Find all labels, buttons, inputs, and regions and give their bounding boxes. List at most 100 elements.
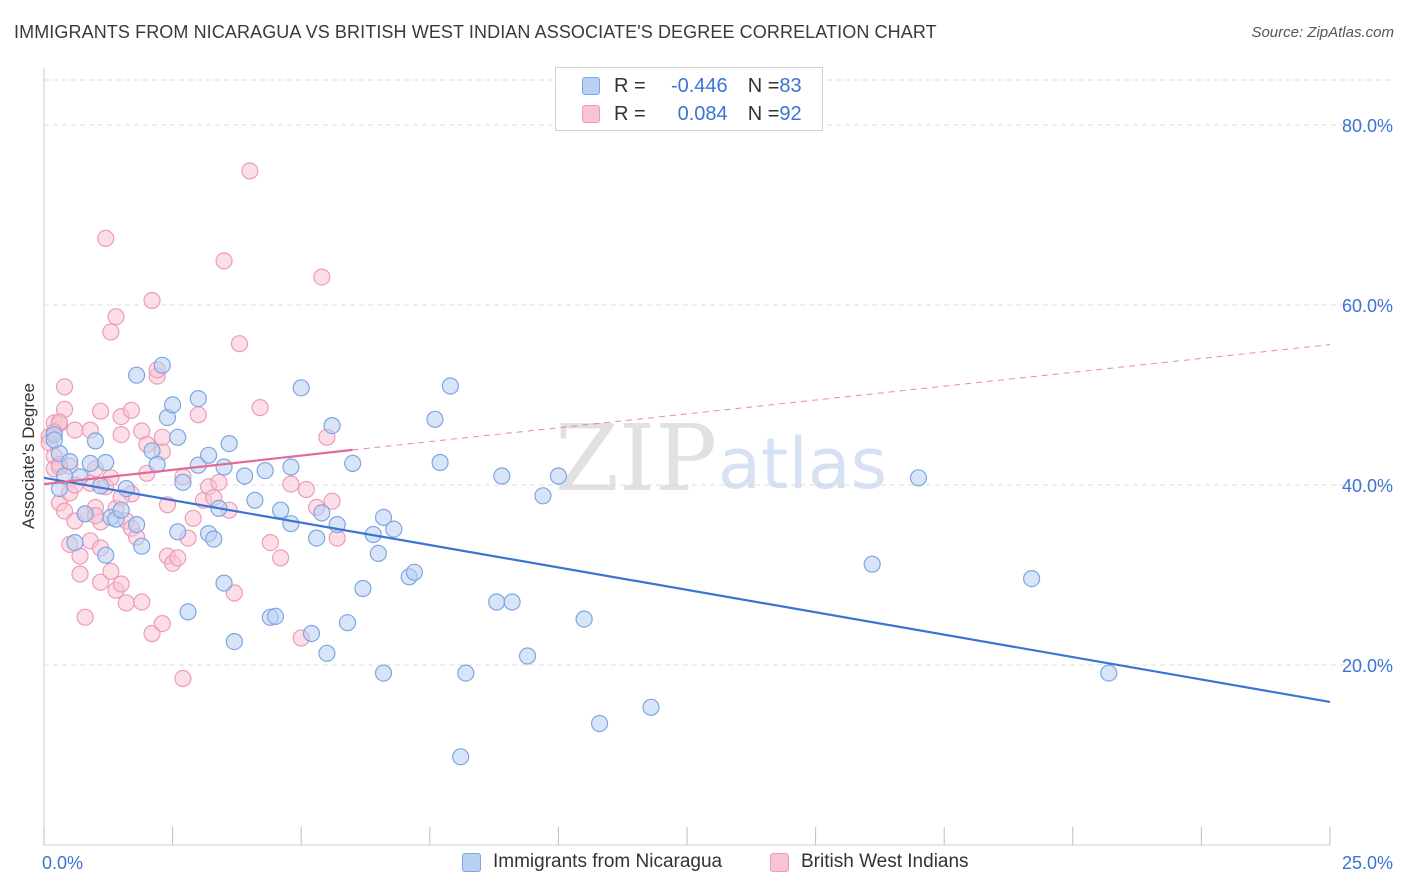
point-nicaragua bbox=[549, 467, 568, 485]
point-british-west-indian bbox=[251, 399, 269, 417]
legend-swatch-pink bbox=[582, 105, 600, 123]
point-british-west-indian bbox=[169, 549, 187, 567]
legend-n-value: 83 bbox=[779, 74, 802, 97]
y-tick-label: 40.0% bbox=[1342, 476, 1393, 496]
point-nicaragua bbox=[81, 454, 99, 472]
point-nicaragua bbox=[97, 453, 115, 472]
point-british-west-indian bbox=[153, 614, 171, 633]
point-nicaragua bbox=[426, 410, 444, 428]
correlation-legend: R = -0.446 N = 83 R = 0.084 N = 92 bbox=[555, 67, 823, 131]
point-nicaragua bbox=[503, 593, 521, 611]
point-british-west-indian bbox=[272, 549, 290, 567]
point-nicaragua bbox=[354, 579, 372, 598]
point-nicaragua bbox=[236, 467, 254, 485]
axes: 20.0% 40.0% 60.0% 80.0% 0.0% 25.0% bbox=[42, 68, 1393, 873]
point-nicaragua bbox=[153, 356, 171, 374]
point-british-west-indian bbox=[297, 480, 315, 499]
trend-lines bbox=[43, 344, 1331, 703]
y-tick-label: 20.0% bbox=[1342, 656, 1393, 676]
point-british-west-indian bbox=[313, 268, 331, 286]
point-british-west-indian bbox=[91, 402, 110, 420]
series-label-nicaragua: Immigrants from Nicaragua bbox=[493, 851, 723, 872]
point-nicaragua bbox=[256, 462, 274, 480]
point-british-west-indian bbox=[117, 594, 135, 612]
point-nicaragua bbox=[318, 644, 336, 662]
point-nicaragua bbox=[369, 544, 387, 563]
point-british-west-indian bbox=[153, 428, 171, 446]
point-british-west-indian bbox=[184, 509, 202, 527]
point-nicaragua bbox=[97, 546, 115, 564]
point-british-west-indian bbox=[112, 426, 130, 444]
point-nicaragua bbox=[215, 458, 233, 476]
point-nicaragua bbox=[452, 748, 470, 766]
chart-title: IMMIGRANTS FROM NICARAGUA VS BRITISH WES… bbox=[14, 22, 937, 42]
point-nicaragua bbox=[575, 610, 593, 628]
point-british-west-indian bbox=[55, 378, 74, 396]
legend-r-value: -0.446 bbox=[670, 74, 728, 97]
point-nicaragua bbox=[374, 664, 393, 682]
point-nicaragua bbox=[292, 379, 310, 397]
axis-labels: Associate's Degree bbox=[19, 383, 38, 529]
point-british-west-indian bbox=[91, 573, 110, 591]
series-swatch-pink bbox=[770, 852, 789, 872]
point-nicaragua bbox=[179, 603, 197, 621]
point-british-west-indian bbox=[102, 562, 120, 581]
point-nicaragua bbox=[385, 520, 403, 538]
watermark-zip: ZIP bbox=[555, 405, 717, 512]
point-nicaragua bbox=[313, 504, 331, 522]
point-nicaragua bbox=[282, 515, 300, 533]
chart-source: Source: ZipAtlas.com bbox=[1251, 24, 1394, 41]
series-label-bwi: British West Indians bbox=[801, 851, 969, 872]
watermark: ZIP atlas bbox=[555, 405, 887, 512]
series-legend-bwi: British West Indians bbox=[770, 851, 969, 873]
point-british-west-indian bbox=[112, 575, 130, 593]
point-british-west-indian bbox=[323, 492, 341, 510]
point-nicaragua bbox=[127, 515, 146, 534]
point-nicaragua bbox=[133, 537, 151, 555]
point-nicaragua bbox=[590, 714, 609, 733]
point-nicaragua bbox=[323, 417, 341, 435]
point-british-west-indian bbox=[174, 669, 192, 688]
point-nicaragua bbox=[863, 555, 881, 573]
point-british-west-indian bbox=[282, 475, 300, 493]
legend-r-label: R = bbox=[614, 74, 646, 97]
point-nicaragua bbox=[488, 593, 506, 611]
legend-r-label: R = bbox=[614, 102, 646, 125]
legend-row-nicaragua: R = -0.446 N = 83 bbox=[556, 72, 802, 100]
point-nicaragua bbox=[431, 453, 449, 472]
x-tick-label: 0.0% bbox=[42, 853, 83, 873]
trend-line-nicaragua bbox=[43, 476, 1331, 703]
series-swatch-blue bbox=[462, 852, 481, 872]
legend-swatch-blue bbox=[582, 77, 600, 95]
point-british-west-indian bbox=[133, 593, 151, 611]
point-nicaragua bbox=[225, 632, 243, 651]
point-british-west-indian bbox=[97, 229, 115, 247]
legend-r-value: 0.084 bbox=[677, 102, 728, 125]
trend-line-british-west-indian bbox=[43, 448, 353, 486]
point-nicaragua bbox=[493, 467, 511, 485]
point-british-west-indian bbox=[210, 473, 228, 491]
point-nicaragua bbox=[282, 458, 300, 476]
point-nicaragua bbox=[338, 614, 357, 632]
x-tick-label: 25.0% bbox=[1342, 853, 1393, 873]
legend-n-label: N = bbox=[747, 74, 780, 97]
point-british-west-indian bbox=[241, 162, 259, 180]
point-nicaragua bbox=[246, 491, 264, 509]
point-nicaragua bbox=[220, 435, 238, 453]
point-nicaragua bbox=[169, 523, 187, 541]
legend-n-label: N = bbox=[747, 102, 780, 125]
point-nicaragua bbox=[642, 698, 660, 716]
point-nicaragua bbox=[534, 487, 552, 505]
point-nicaragua bbox=[272, 501, 290, 519]
point-nicaragua bbox=[1023, 569, 1041, 588]
point-nicaragua bbox=[86, 432, 105, 450]
point-british-west-indian bbox=[230, 335, 249, 353]
point-nicaragua bbox=[200, 446, 218, 464]
point-british-west-indian bbox=[66, 421, 84, 439]
point-nicaragua bbox=[66, 533, 84, 552]
point-nicaragua bbox=[308, 529, 326, 547]
point-nicaragua bbox=[374, 508, 393, 527]
point-nicaragua bbox=[518, 647, 537, 665]
point-nicaragua bbox=[909, 469, 928, 487]
